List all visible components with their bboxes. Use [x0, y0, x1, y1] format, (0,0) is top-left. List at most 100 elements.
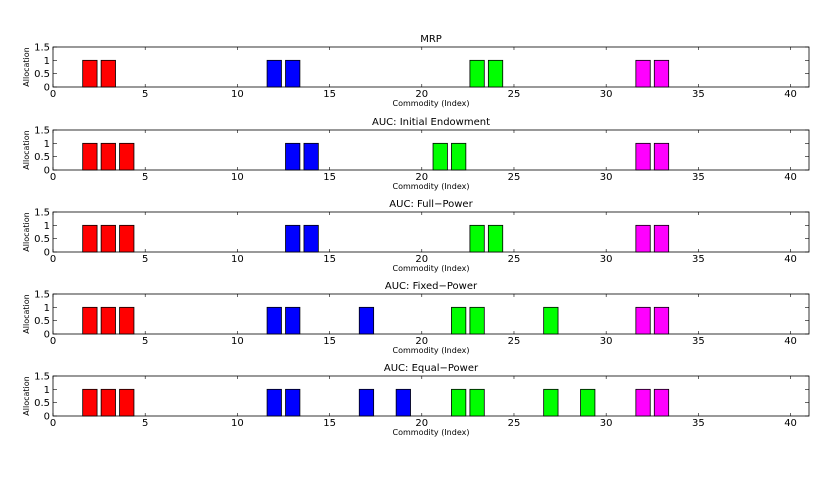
y-tick-label: 1.5: [34, 372, 50, 383]
subplot-title: MRP: [420, 34, 442, 45]
x-tick-label: 30: [600, 254, 613, 265]
x-tick-label: 25: [508, 172, 521, 183]
bar-23: [469, 59, 485, 88]
bar-12: [266, 306, 282, 335]
x-tick-label: 10: [231, 254, 244, 265]
x-tick-label: 25: [508, 254, 521, 265]
x-tick-label: 40: [784, 172, 797, 183]
bar-17: [358, 306, 375, 335]
x-tick-label: 35: [692, 89, 705, 100]
y-tick-label: 1: [44, 56, 50, 67]
bar-32: [635, 388, 651, 417]
bar-27: [543, 388, 559, 417]
bar-33: [653, 388, 670, 417]
bar-3: [100, 59, 116, 88]
bar-4: [119, 306, 135, 335]
bar-32: [635, 59, 651, 88]
bar-29: [580, 388, 596, 417]
x-tick-label: 15: [323, 418, 336, 429]
bar-3: [100, 142, 116, 171]
bar-3: [100, 306, 116, 335]
x-tick-label: 40: [784, 336, 797, 347]
bar-2: [82, 306, 98, 335]
y-axis-label: Allocation: [22, 212, 31, 251]
y-axis-label: Allocation: [22, 294, 31, 333]
bar-14: [303, 142, 319, 171]
bar-24: [487, 224, 504, 253]
bar-27: [543, 306, 559, 335]
x-tick-label: 25: [508, 336, 521, 347]
bar-33: [653, 142, 670, 171]
y-tick-label: 0.5: [34, 152, 50, 163]
bar-32: [635, 224, 651, 253]
y-tick-label: 1.5: [34, 290, 50, 301]
y-axis-label: Allocation: [22, 130, 31, 169]
x-axis-label: Commodity (Index): [393, 99, 470, 108]
bar-32: [635, 306, 651, 335]
bar-4: [119, 142, 135, 171]
bar-4: [119, 224, 135, 253]
subplot-title: AUC: Full−Power: [389, 199, 473, 210]
x-tick-label: 5: [142, 254, 148, 265]
bar-22: [451, 142, 467, 171]
x-tick-label: 35: [692, 418, 705, 429]
bar-3: [100, 224, 116, 253]
y-tick-label: 1: [44, 139, 50, 150]
axes-frame: [52, 293, 810, 335]
y-tick-label: 1.5: [34, 126, 50, 137]
x-tick-label: 20: [415, 172, 428, 183]
bar-32: [635, 142, 651, 171]
x-tick-label: 20: [415, 336, 428, 347]
y-tick-label: 0: [44, 166, 50, 177]
x-tick-label: 5: [142, 172, 148, 183]
bar-13: [285, 142, 301, 171]
y-tick-label: 1.5: [34, 43, 50, 54]
x-tick-label: 40: [784, 254, 797, 265]
bar-23: [469, 224, 485, 253]
axes-frame: [52, 375, 810, 417]
y-tick-label: 0.5: [34, 398, 50, 409]
bar-12: [266, 388, 282, 417]
axes-frame: [52, 46, 810, 88]
bar-22: [451, 388, 467, 417]
x-axis-label: Commodity (Index): [393, 428, 470, 437]
y-tick-label: 0: [44, 330, 50, 341]
x-axis-label: Commodity (Index): [393, 182, 470, 191]
x-tick-label: 0: [50, 89, 56, 100]
x-axis-label: Commodity (Index): [393, 346, 470, 355]
x-tick-label: 35: [692, 336, 705, 347]
x-tick-label: 20: [415, 418, 428, 429]
bar-33: [653, 306, 670, 335]
x-tick-label: 15: [323, 254, 336, 265]
bar-13: [285, 224, 301, 253]
y-tick-label: 0.5: [34, 69, 50, 80]
subplot-title: AUC: Fixed−Power: [385, 281, 478, 292]
subplot-title: AUC: Equal−Power: [384, 363, 479, 374]
bar-3: [100, 388, 116, 417]
bar-22: [451, 306, 467, 335]
x-tick-label: 35: [692, 254, 705, 265]
x-tick-label: 10: [231, 172, 244, 183]
x-tick-label: 35: [692, 172, 705, 183]
x-axis-label: Commodity (Index): [393, 264, 470, 273]
bar-2: [82, 388, 98, 417]
y-tick-label: 0.5: [34, 234, 50, 245]
bar-2: [82, 142, 98, 171]
bar-13: [285, 306, 301, 335]
x-tick-label: 40: [784, 418, 797, 429]
bar-2: [82, 224, 98, 253]
x-tick-label: 0: [50, 336, 56, 347]
x-tick-label: 30: [600, 336, 613, 347]
x-tick-label: 10: [231, 418, 244, 429]
y-tick-label: 0.5: [34, 316, 50, 327]
bar-14: [303, 224, 319, 253]
bar-33: [653, 224, 670, 253]
bar-4: [119, 388, 135, 417]
bar-13: [285, 388, 301, 417]
